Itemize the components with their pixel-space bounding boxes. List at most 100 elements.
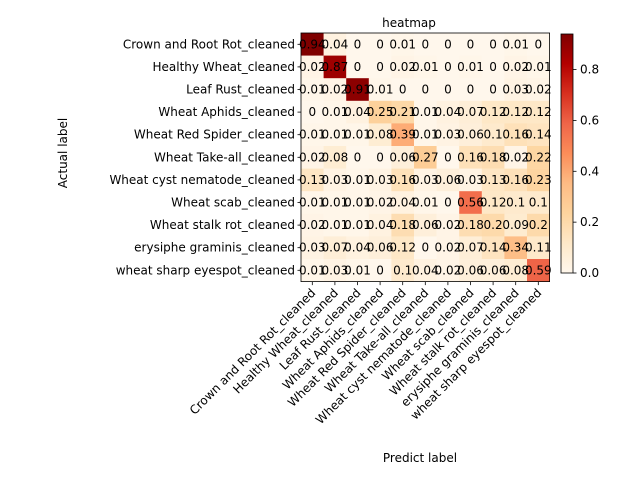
cell-value-label: 0 [376, 150, 384, 164]
heatmap-cell [391, 78, 415, 102]
cell-value-label: 0.03 [322, 173, 349, 187]
heatmap-cell [391, 213, 415, 237]
cell-value-label: 0.04 [412, 263, 439, 277]
heatmap-cells [301, 33, 550, 282]
cell-value-label: 0.23 [525, 173, 552, 187]
heatmap-cell [481, 191, 505, 215]
cell-value-label: 0.12 [389, 241, 416, 255]
y-tick-label: Wheat scab_cleaned [171, 196, 295, 210]
heatmap-cell [436, 168, 460, 192]
cell-value-label: 0.16 [457, 150, 484, 164]
heatmap-cell [459, 33, 483, 56]
heatmap-cell [414, 191, 437, 215]
cell-value-label: 0 [421, 241, 429, 255]
heatmap-cell [414, 33, 437, 56]
cell-value-label: 0.08 [502, 263, 529, 277]
heatmap-cell [368, 78, 392, 102]
heatmap-cell [459, 259, 483, 282]
cell-value-label: 0.06 [480, 263, 507, 277]
cell-value-label: 0.02 [299, 150, 326, 164]
cell-value-label: 0.01 [502, 37, 529, 51]
heatmap-cell [481, 259, 505, 282]
cell-value-label: 0.01 [322, 105, 349, 119]
cell-value-label: 0 [376, 263, 384, 277]
cell-value-label: 0.02 [435, 218, 462, 232]
heatmap-cell [504, 191, 528, 215]
cell-value-label: 0 [354, 60, 362, 74]
heatmap-cell [346, 236, 370, 260]
y-axis-ticks: Crown and Root Rot_cleaned Healthy Wheat_… [109, 37, 301, 277]
x-axis-label: Predict label [383, 451, 457, 465]
heatmap-cell [368, 55, 392, 79]
y-tick-label: Wheat Aphids_cleaned [158, 105, 295, 119]
cell-value-label: 0.27 [412, 150, 439, 164]
heatmap-cell [301, 78, 324, 102]
cell-value-label: 0.08 [322, 150, 349, 164]
cell-value-label: 0.06 [457, 128, 484, 142]
heatmap-cell [481, 236, 505, 260]
cell-value-label: 0.01 [344, 196, 371, 210]
cell-value-label: 0 [489, 83, 497, 97]
heatmap-cell [527, 191, 550, 215]
heatmap-cell [368, 168, 392, 192]
heatmap-cell [391, 236, 415, 260]
heatmap-cell [527, 78, 550, 102]
heatmap-cell [414, 259, 437, 282]
heatmap-cell [368, 213, 392, 237]
heatmap-cell [414, 55, 437, 79]
cell-value-label: 0.08 [367, 128, 394, 142]
cell-value-label: 0.01 [344, 218, 371, 232]
cell-value-label: 0.01 [412, 105, 439, 119]
cell-value-label: 0.04 [344, 105, 371, 119]
heatmap-cell [459, 123, 483, 147]
cell-value-label: 0.04 [389, 196, 416, 210]
cell-value-label: 0.03 [457, 173, 484, 187]
cell-value-label: 0 [444, 37, 452, 51]
heatmap-cell [391, 259, 415, 282]
heatmap-cell [481, 213, 505, 237]
heatmap-cell [301, 213, 324, 237]
cell-value-label: 0.59 [525, 263, 552, 277]
y-tick-label: Wheat Red Spider_cleaned [134, 128, 295, 142]
heatmap-cell [301, 168, 324, 192]
cell-value-label: 0.01 [299, 263, 326, 277]
y-tick-label: Leaf Rust_cleaned [186, 83, 295, 97]
y-tick-label: Healthy Wheat_cleaned [152, 60, 295, 74]
heatmap-cell [414, 123, 437, 147]
cell-value-label: 0.07 [322, 241, 349, 255]
cell-value-label: 0.56 [457, 196, 484, 210]
colorbar [560, 33, 574, 274]
heatmap-cell [323, 123, 347, 147]
heatmap-cell [504, 55, 528, 79]
cell-value-label: 0.1 [506, 196, 525, 210]
cell-value-label: 0.02 [502, 150, 529, 164]
cell-value-label: 0 [444, 196, 452, 210]
y-tick-label: Wheat cyst nematode_cleaned [109, 173, 295, 187]
cell-value-label: 0 [421, 83, 429, 97]
cell-value-label: 0 [489, 37, 497, 51]
cell-value-label: 0.07 [457, 241, 484, 255]
cell-value-label: 0.94 [299, 37, 326, 51]
cell-value-label: 0.04 [367, 218, 394, 232]
heatmap-cell [481, 78, 505, 102]
colorbar-tick-label: 0.4 [580, 164, 599, 178]
cell-value-label: 0.14 [480, 241, 507, 255]
heatmap-cell [527, 123, 550, 147]
heatmap-cell [368, 100, 392, 124]
cell-value-label: 0.01 [299, 83, 326, 97]
heatmap-cell [346, 146, 370, 169]
heatmap-cell [481, 123, 505, 147]
heatmap-cell-labels: 0.940.04 0 0 0.01 0 0 0 0 0.01 00.020.87 0 0 0.020.0… [299, 37, 552, 277]
heatmap-cell [368, 123, 392, 147]
cell-value-label: 0 [489, 60, 497, 74]
cell-value-label: 0.01 [412, 60, 439, 74]
cell-value-label: 0.03 [322, 263, 349, 277]
heatmap-cell [459, 55, 483, 79]
cell-value-label: 0 [354, 37, 362, 51]
heatmap-cell [301, 236, 324, 260]
heatmap-cell [301, 191, 324, 215]
cell-value-label: 0.01 [344, 263, 371, 277]
heatmap-cell [368, 236, 392, 260]
cell-value-label: 0.02 [299, 60, 326, 74]
